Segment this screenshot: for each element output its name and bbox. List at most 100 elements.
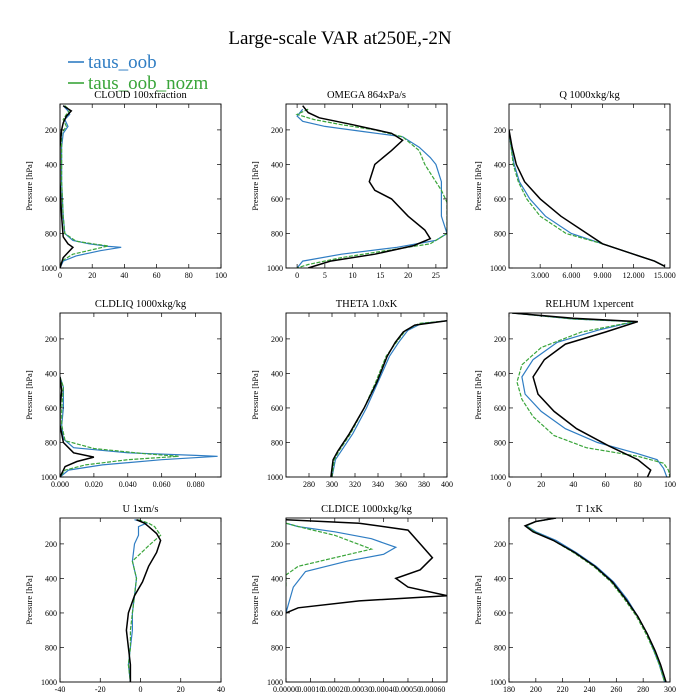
- x-tick-label: 100: [664, 480, 676, 489]
- y-tick-label: 400: [494, 574, 506, 583]
- x-tick-label: 15.000: [654, 271, 676, 280]
- plot-frame: [285, 103, 448, 269]
- x-tick-label: 60: [153, 271, 161, 280]
- x-tick-label: 0.00040: [371, 685, 397, 694]
- y-tick-label: 1000: [490, 473, 506, 482]
- series-line-1: [60, 376, 179, 477]
- y-axis-label: Pressure [hPa]: [250, 161, 260, 211]
- y-tick-label: 1000: [490, 264, 506, 273]
- y-tick-label: 200: [271, 335, 283, 344]
- legend-label-taus-oob-nozm: taus_oob_nozm: [88, 73, 209, 94]
- y-tick-label: 1000: [41, 264, 57, 273]
- y-axis-label: Pressure [hPa]: [473, 161, 483, 211]
- x-tick-label: 25: [432, 271, 440, 280]
- x-tick-label: 12.000: [623, 271, 645, 280]
- series-line-1: [295, 108, 447, 268]
- plot-frame: [285, 517, 448, 683]
- y-tick-label: 800: [271, 643, 283, 652]
- plot-frame: [508, 103, 671, 269]
- y-tick-label: 1000: [41, 473, 57, 482]
- x-tick-label: 260: [610, 685, 622, 694]
- y-tick-label: 800: [494, 438, 506, 447]
- series-line-2: [330, 320, 447, 477]
- x-tick-label: 40: [569, 480, 577, 489]
- y-tick-label: 200: [271, 126, 283, 135]
- x-tick-label: 0.060: [153, 480, 171, 489]
- series-line-2: [512, 313, 652, 477]
- x-tick-label: 360: [395, 480, 407, 489]
- chart-panel-3: CLDLIQ 1000xkg/kg Pressure [hPa] 200 400 600…: [24, 299, 222, 489]
- y-tick-label: 800: [45, 643, 57, 652]
- x-tick-label: 0.080: [187, 480, 205, 489]
- x-tick-label: 0.00060: [419, 685, 445, 694]
- y-tick-label: 600: [45, 404, 57, 413]
- x-tick-label: 0: [139, 685, 143, 694]
- plot-frame: [59, 312, 222, 478]
- y-tick-label: 400: [45, 574, 57, 583]
- x-tick-label: -40: [55, 685, 66, 694]
- y-tick-label: 600: [494, 609, 506, 618]
- x-tick-label: 9.000: [593, 271, 611, 280]
- y-axis-label: Pressure [hPa]: [24, 161, 34, 211]
- x-tick-label: 240: [584, 685, 596, 694]
- x-tick-label: 0: [58, 271, 62, 280]
- y-axis-label: Pressure [hPa]: [250, 575, 260, 625]
- plot-frame: [59, 103, 222, 269]
- x-tick-label: 40: [217, 685, 225, 694]
- y-tick-label: 200: [271, 540, 283, 549]
- y-tick-label: 400: [45, 369, 57, 378]
- y-tick-label: 800: [271, 438, 283, 447]
- x-tick-label: 80: [185, 271, 193, 280]
- series-line-0: [525, 518, 666, 682]
- plot-frame: [508, 517, 671, 683]
- x-tick-label: 20: [88, 271, 96, 280]
- series-line-2: [125, 519, 162, 682]
- plot-frame: [285, 312, 448, 478]
- y-tick-label: 200: [494, 126, 506, 135]
- series-line-1: [509, 129, 666, 267]
- y-tick-label: 200: [45, 540, 57, 549]
- x-tick-label: 280: [303, 480, 315, 489]
- x-tick-label: 6.000: [562, 271, 580, 280]
- x-tick-label: 280: [637, 685, 649, 694]
- x-tick-label: 300: [664, 685, 676, 694]
- series-line-0: [509, 129, 666, 267]
- y-tick-label: 200: [45, 335, 57, 344]
- x-tick-label: 380: [418, 480, 430, 489]
- y-tick-label: 400: [271, 574, 283, 583]
- chart-panel-7: CLDICE 1000xkg/kg Pressure [hPa] 200 400 600…: [250, 504, 448, 694]
- chart-panel-title: OMEGA 864xPa/s: [327, 90, 406, 101]
- x-tick-label: 180: [503, 685, 515, 694]
- chart-panel-title: U 1xm/s: [123, 504, 159, 515]
- x-tick-label: 300: [326, 480, 338, 489]
- x-tick-label: 200: [530, 685, 542, 694]
- y-tick-label: 600: [271, 609, 283, 618]
- y-tick-label: 600: [45, 609, 57, 618]
- chart-panel-title: CLDLIQ 1000xkg/kg: [95, 299, 187, 310]
- x-tick-label: 220: [557, 685, 569, 694]
- x-tick-label: 3.000: [531, 271, 549, 280]
- chart-panel-4: THETA 1.0xK Pressure [hPa] 200 400 600 800 100…: [250, 299, 453, 489]
- x-tick-label: 20: [177, 685, 185, 694]
- y-tick-label: 800: [45, 438, 57, 447]
- x-tick-label: 0: [295, 271, 299, 280]
- y-tick-label: 800: [494, 229, 506, 238]
- y-tick-label: 400: [271, 160, 283, 169]
- series-line-1: [286, 522, 374, 588]
- series-line-0: [296, 108, 447, 268]
- x-tick-label: 0.00050: [395, 685, 421, 694]
- y-tick-label: 800: [271, 229, 283, 238]
- y-tick-label: 1000: [41, 678, 57, 687]
- x-tick-label: 0.000: [51, 480, 69, 489]
- chart-panel-title: T 1xK: [576, 504, 603, 515]
- y-tick-label: 1000: [267, 264, 283, 273]
- chart-panel-title: THETA 1.0xK: [336, 299, 398, 310]
- chart-panel-title: RELHUM 1xpercent: [545, 299, 633, 310]
